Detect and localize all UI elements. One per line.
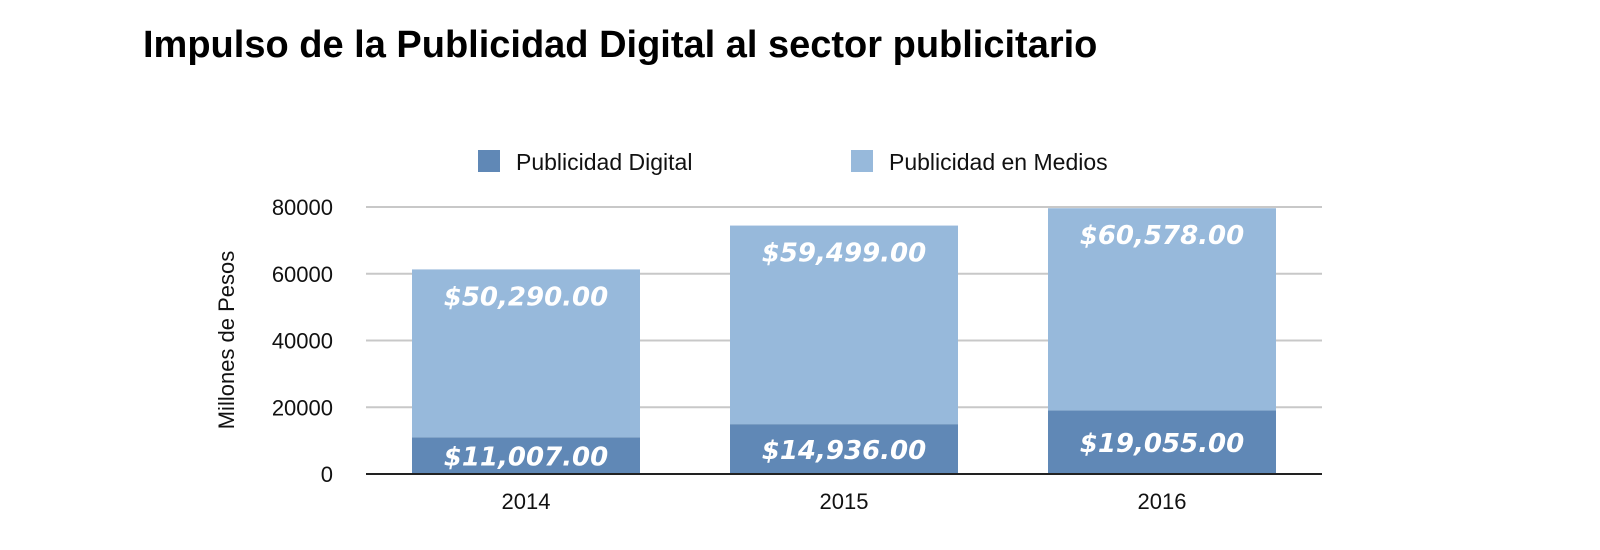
y-tick-label: 40000	[272, 329, 333, 354]
y-tick-label: 60000	[272, 262, 333, 287]
bar-publicidad-digital-2015	[730, 424, 958, 474]
data-label: $50,290.00	[444, 282, 608, 312]
legend-label: Publicidad Digital	[516, 149, 692, 175]
legend-label: Publicidad en Medios	[889, 149, 1108, 175]
bar-publicidad-digital-2014	[412, 437, 640, 474]
x-tick-label: 2015	[820, 489, 869, 514]
legend-swatch	[478, 150, 500, 172]
axes: 0 20000 40000 60000 80000 2014 2015 2016	[272, 195, 1322, 514]
bar-publicidad-en-medios-2014	[412, 269, 640, 438]
y-tick-label: 0	[321, 462, 333, 487]
x-tick-label: 2014	[502, 489, 551, 514]
bar-publicidad-en-medios-2016	[1048, 208, 1276, 411]
data-label: $14,936.00	[762, 436, 926, 466]
data-labels: $11,007.00 $50,290.00 $14,936.00 $59,499.00…	[444, 221, 1244, 472]
legend: Publicidad Digital Publicidad en Medios	[478, 149, 1108, 175]
bar-publicidad-digital-2016	[1048, 410, 1276, 474]
y-tick-label: 80000	[272, 195, 333, 220]
data-label: $60,578.00	[1080, 221, 1244, 251]
data-label: $59,499.00	[762, 239, 926, 269]
data-label: $11,007.00	[444, 443, 608, 473]
chart-title: Impulso de la Publicidad Digital al sect…	[143, 24, 1098, 66]
bar-publicidad-en-medios-2015	[730, 225, 958, 425]
y-tick-label: 20000	[272, 395, 333, 420]
legend-swatch	[851, 150, 873, 172]
y-axis-title: Millones de Pesos	[214, 251, 239, 430]
data-label: $19,055.00	[1080, 429, 1244, 459]
bars	[412, 208, 1276, 474]
x-tick-label: 2016	[1138, 489, 1187, 514]
